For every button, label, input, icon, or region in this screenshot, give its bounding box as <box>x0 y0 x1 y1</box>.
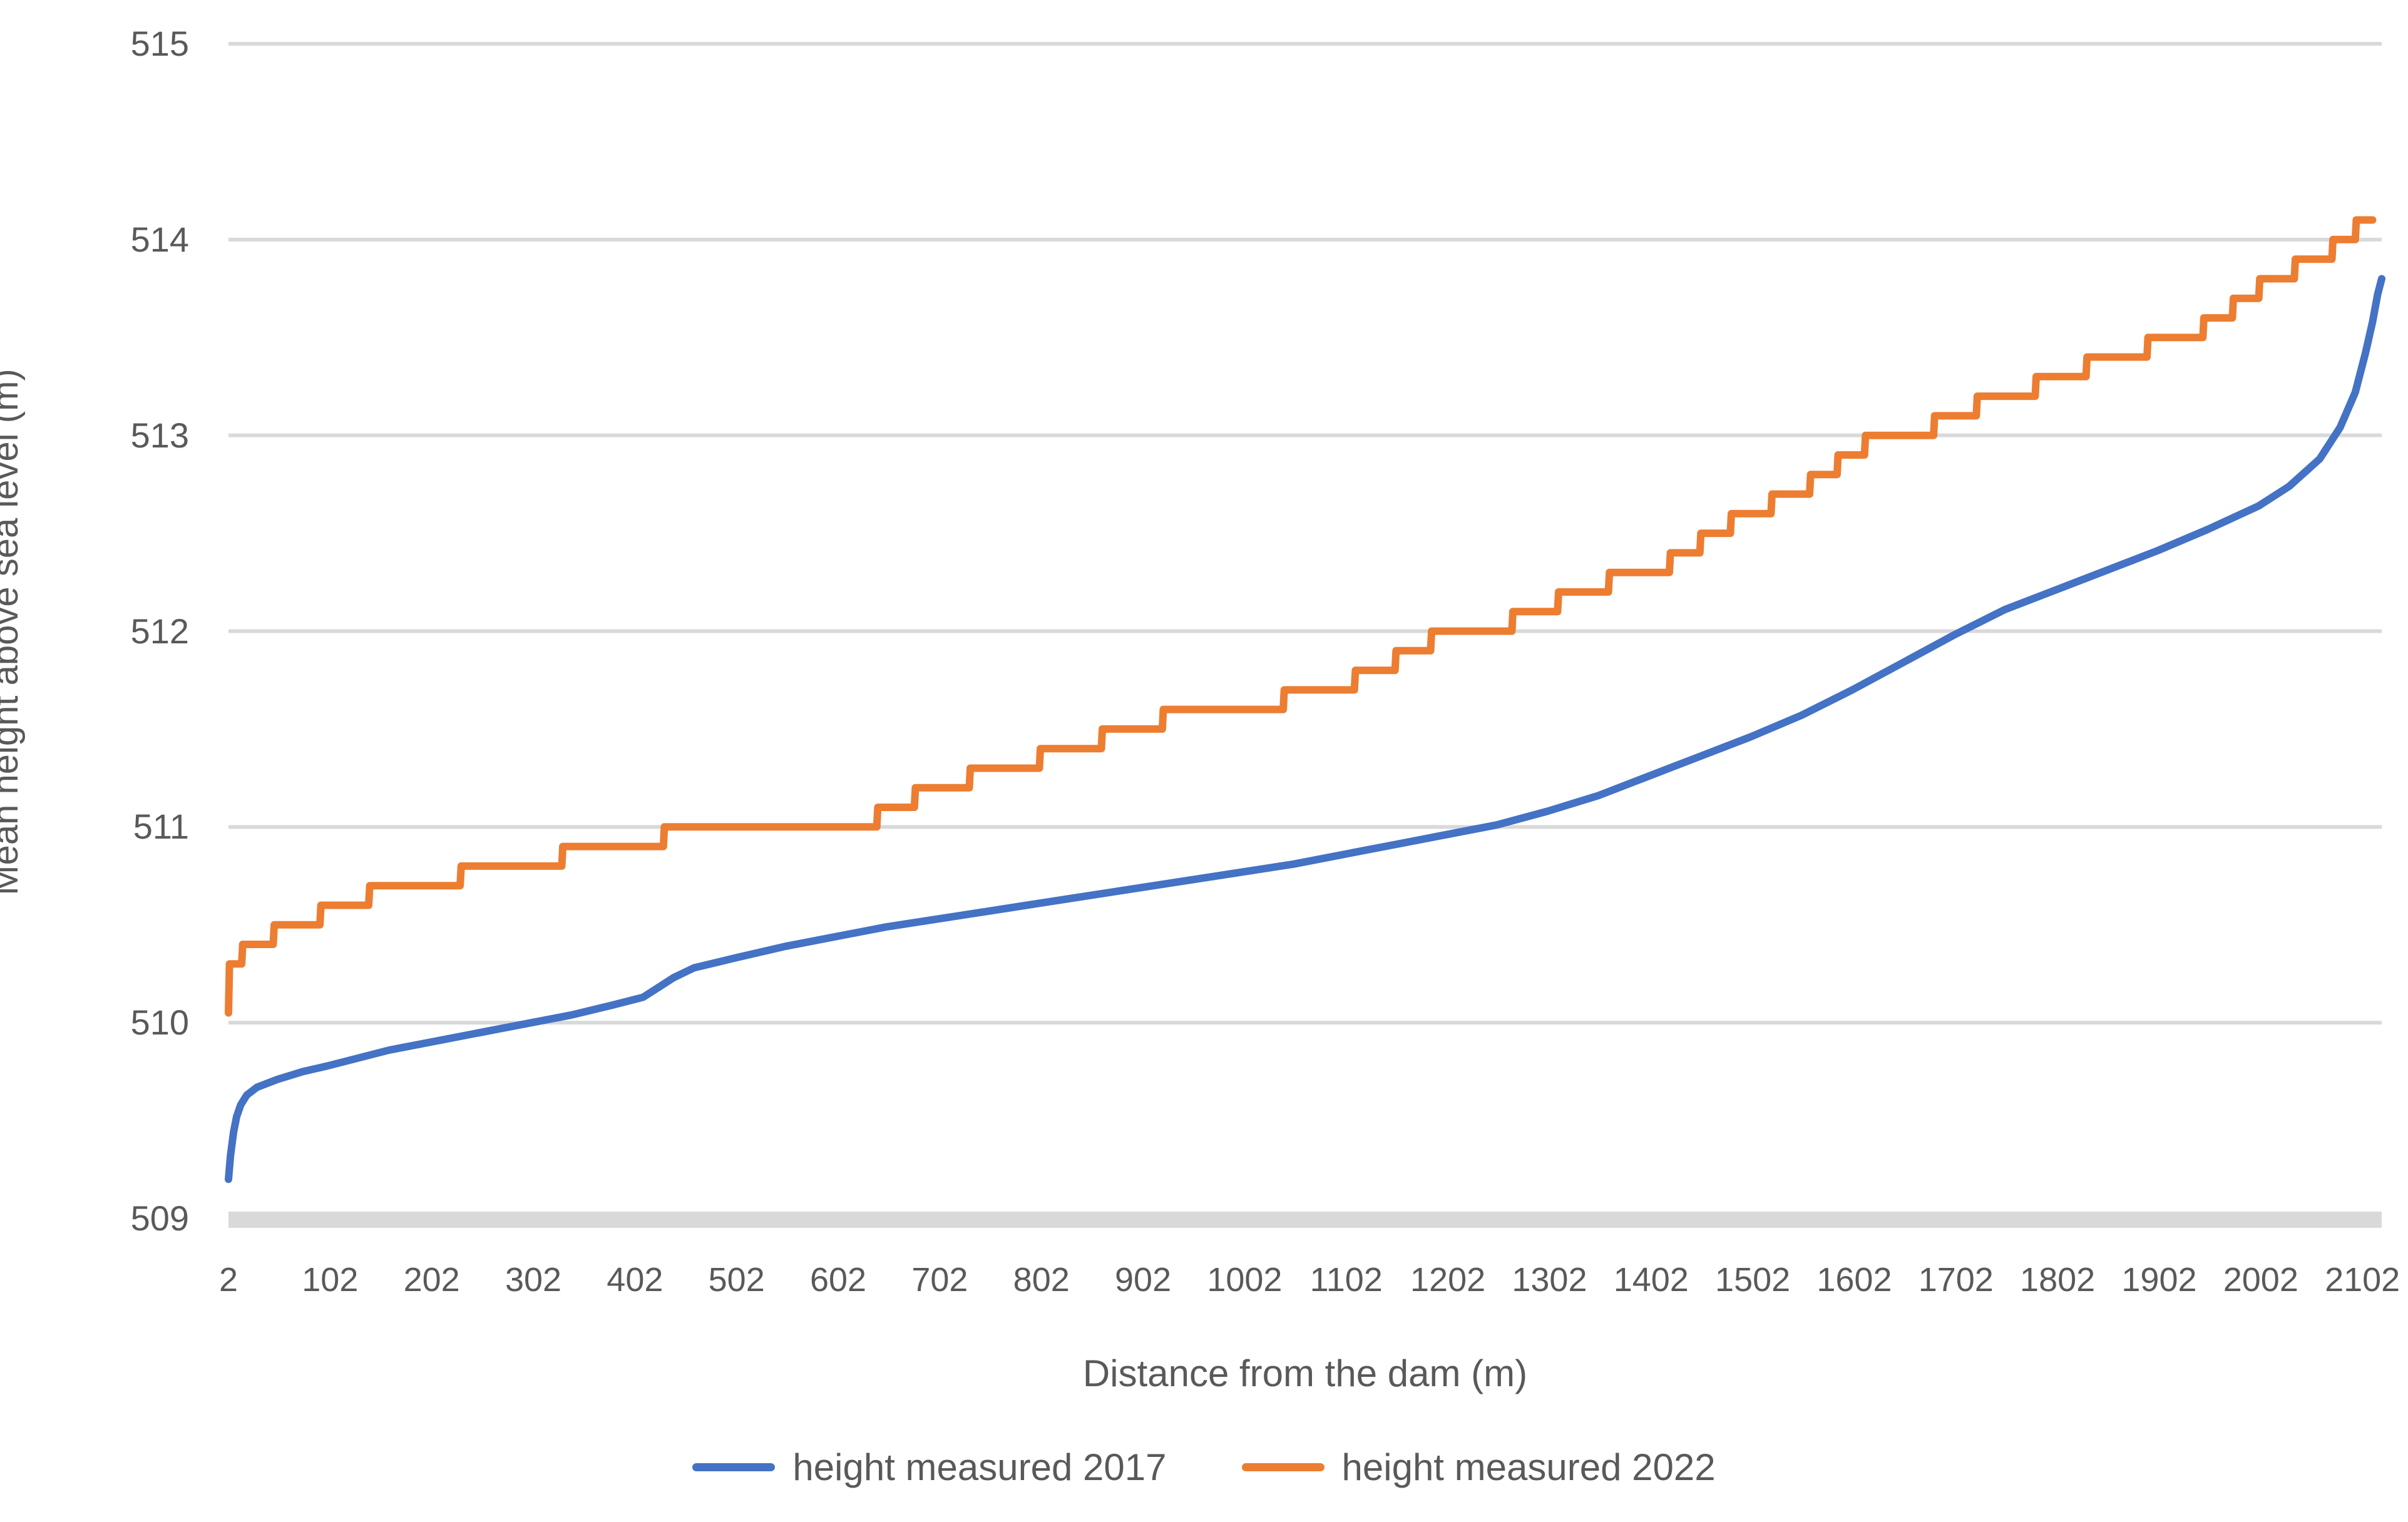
legend-label-2017: height measured 2017 <box>792 1446 1167 1488</box>
x-tick-label-902: 902 <box>1115 1261 1172 1299</box>
series-line-2017 <box>225 275 2385 1183</box>
y-axis-title-text: Mean height above sea level (m) <box>0 369 26 896</box>
x-axis-title: Distance from the dam (m) <box>228 1352 2382 1395</box>
legend: height measured 2017 height measured 202… <box>0 1446 2408 1489</box>
y-tick-label-510: 510 <box>130 1003 189 1043</box>
x-tick-label-1202: 1202 <box>1410 1261 1486 1299</box>
x-tick-label-2102: 2102 <box>2325 1261 2400 1299</box>
y-tick-label-514: 514 <box>130 219 189 259</box>
x-axis-title-text: Distance from the dam (m) <box>1082 1352 1528 1394</box>
x-tick-label-1702: 1702 <box>1918 1261 1994 1299</box>
legend-swatch-2022 <box>1241 1463 1324 1471</box>
series-line-2022 <box>225 216 2377 1017</box>
x-tick-label-1002: 1002 <box>1207 1261 1283 1299</box>
x-tick-label-2: 2 <box>218 1261 238 1299</box>
y-tick-label-509: 509 <box>130 1198 189 1238</box>
x-tick-label-1802: 1802 <box>2020 1261 2096 1299</box>
x-tick-label-1902: 1902 <box>2121 1261 2197 1299</box>
y-tick-label-512: 512 <box>130 611 189 651</box>
x-tick-label-1402: 1402 <box>1613 1261 1689 1299</box>
legend-swatch-2017 <box>692 1463 776 1471</box>
x-tick-label-1502: 1502 <box>1715 1261 1791 1299</box>
x-tick-label-402: 402 <box>607 1261 663 1299</box>
legend-item-2017: height measured 2017 <box>692 1446 1167 1489</box>
legend-label-2022: height measured 2022 <box>1341 1446 1716 1488</box>
x-tick-label-1302: 1302 <box>1512 1261 1587 1299</box>
legend-item-2022: height measured 2022 <box>1241 1446 1716 1489</box>
x-tick-label-802: 802 <box>1013 1261 1070 1299</box>
x-tick-label-502: 502 <box>708 1261 765 1299</box>
y-tick-label-511: 511 <box>133 807 189 847</box>
x-tick-label-1602: 1602 <box>1816 1261 1892 1299</box>
x-tick-label-202: 202 <box>403 1261 460 1299</box>
x-tick-label-302: 302 <box>505 1261 562 1299</box>
x-tick-label-2002: 2002 <box>2223 1261 2298 1299</box>
y-tick-label-513: 513 <box>130 415 189 455</box>
x-tick-label-1102: 1102 <box>1309 1261 1383 1299</box>
x-axis-baseline-band <box>228 1212 2382 1228</box>
y-tick-label-515: 515 <box>130 24 189 63</box>
x-tick-label-702: 702 <box>911 1261 968 1299</box>
x-tick-label-602: 602 <box>809 1261 867 1299</box>
x-tick-label-102: 102 <box>302 1261 359 1299</box>
